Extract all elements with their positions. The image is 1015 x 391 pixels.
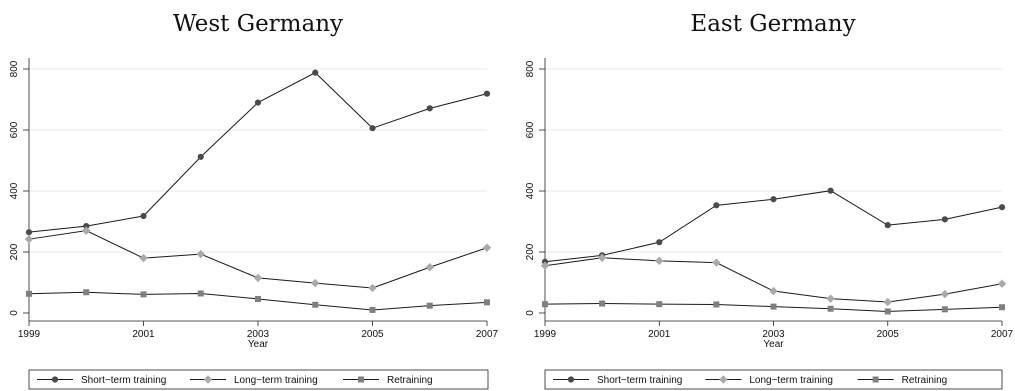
data-point [940,289,950,299]
data-point [26,290,32,297]
legend-box [28,369,489,390]
y-tick-label: 800 [525,60,536,77]
data-point [197,153,204,160]
data-point [255,295,261,302]
legend-label: Short−term training [81,375,166,386]
x-tick-label: 1999 [18,329,41,340]
data-point [483,90,491,97]
data-point [713,202,720,209]
data-point [139,253,148,263]
data-point [426,302,433,309]
data-point [197,290,204,297]
data-point [827,305,834,312]
data-point [25,229,33,236]
x-tick-label: 2007 [476,329,499,340]
data-point [769,286,778,296]
data-point [196,249,205,259]
legend-label: Retraining [387,375,433,386]
data-point [425,263,434,272]
chart-panel-1: West Germany 0 200 400 600 800 1999 2001 2003 200… [9,11,499,390]
data-point [482,243,492,252]
data-point [884,222,891,229]
x-tick-label: 2003 [762,329,785,340]
y-tick-label: 800 [9,60,20,77]
x-tick-label: 2005 [877,329,900,340]
data-point [83,222,90,230]
data-point [827,187,834,194]
legend-marker [203,375,213,384]
legend-label: Short−term training [597,375,682,386]
data-point [997,279,1007,288]
legend-marker [719,375,728,384]
data-point [311,278,320,288]
data-point [998,204,1006,211]
data-point [368,283,377,293]
y-tick-label: 600 [525,121,536,138]
data-point [140,291,147,298]
x-axis-label: Year [763,339,784,350]
data-point [941,306,948,313]
data-point [82,226,91,235]
data-point [655,256,664,266]
legend-marker [872,376,879,383]
data-point [254,99,262,106]
data-point [253,273,263,283]
data-point [542,301,548,308]
data-point [312,301,319,308]
y-tick-label: 200 [9,243,20,260]
legend-marker [51,376,59,383]
data-point [426,105,433,112]
data-point [712,258,721,267]
data-point [941,216,948,223]
legend-label: Retraining [902,375,948,386]
data-point [656,301,663,308]
legend-label: Long−term training [234,375,318,386]
y-tick-label: 0 [9,310,20,316]
data-point [883,297,892,307]
data-point [369,306,376,313]
data-point [312,69,319,76]
data-point [884,308,891,315]
chart-title: West Germany [173,11,343,37]
chart-title: East Germany [690,11,855,37]
data-point [770,303,777,310]
data-point [656,239,663,246]
x-tick-label: 2005 [361,329,384,340]
y-tick-label: 200 [525,243,536,260]
x-tick-label: 2001 [648,329,671,340]
data-point [826,294,835,303]
data-point [369,125,376,132]
data-point [24,234,34,244]
x-tick-label: 2003 [247,329,270,340]
x-tick-label: 2001 [132,329,155,340]
y-tick-label: 600 [9,121,20,138]
legend: Short−term training Long−term training Ret… [544,369,1003,390]
data-point [597,253,607,262]
y-tick-label: 400 [9,182,20,199]
data-point [599,300,606,307]
x-axis-label: Year [248,339,269,350]
x-tick-label: 2007 [991,329,1014,340]
legend-box [544,369,1003,390]
data-point [999,304,1005,311]
x-tick-label: 1999 [534,329,557,340]
legend-marker [358,376,364,383]
legend: Short−term training Long−term training Ret… [28,369,489,390]
data-point [713,301,720,308]
data-point [770,196,777,203]
data-point [540,261,550,270]
data-point [83,289,90,296]
series-line-2 [544,257,1003,303]
legend-marker [567,376,575,383]
data-point [140,212,147,220]
data-point [484,299,490,306]
chart-panel-2: East Germany 0 200 400 600 800 1999 2001 2003 200… [525,11,1014,390]
legend-label: Long−term training [749,375,833,386]
y-tick-label: 400 [525,182,536,199]
series-line-1 [28,72,488,233]
y-tick-label: 0 [525,310,536,316]
